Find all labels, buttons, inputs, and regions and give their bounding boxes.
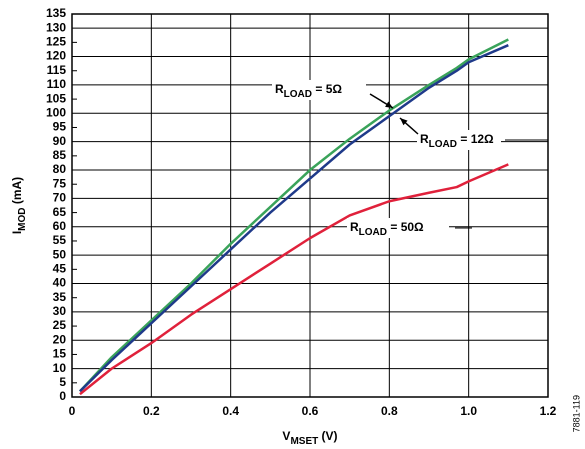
y-tick-label: 105 xyxy=(46,91,66,105)
y-tick-label: 25 xyxy=(53,318,67,332)
y-tick-label: 55 xyxy=(53,233,67,247)
y-tick-label: 20 xyxy=(53,332,67,346)
y-tick-label: 115 xyxy=(47,63,67,77)
annotation-sub: LOAD xyxy=(284,89,312,100)
y-tick-label: 5 xyxy=(59,375,66,389)
arrow-head xyxy=(400,118,408,126)
y-tick-label: 35 xyxy=(53,290,67,304)
annotation: RLOAD = 50Ω xyxy=(350,220,424,237)
y-axis-label-rest: (mA) xyxy=(10,177,24,208)
y-tick-label: 120 xyxy=(46,49,66,63)
y-tick-label: 30 xyxy=(53,304,67,318)
y-tick-label: 100 xyxy=(46,105,66,119)
annotation-main: R xyxy=(420,132,429,146)
annotation-sub: LOAD xyxy=(359,227,387,238)
y-tick-label: 95 xyxy=(53,120,67,134)
y-axis-label: IMOD (mA) xyxy=(10,177,27,234)
annotation: RLOAD = 5Ω xyxy=(275,82,342,99)
plot-frame xyxy=(71,13,549,398)
y-tick-label: 40 xyxy=(53,276,67,290)
annotation-main: R xyxy=(350,220,359,234)
y-tick-label: 60 xyxy=(53,219,67,233)
y-tick-label: 125 xyxy=(46,35,66,49)
x-axis-label-rest: (V) xyxy=(318,429,337,443)
y-tick-label: 15 xyxy=(53,347,67,361)
y-tick-label: 85 xyxy=(53,148,67,162)
x-tick-label: 0.2 xyxy=(143,404,160,418)
y-tick-label: 80 xyxy=(53,162,67,176)
y-tick-label: 45 xyxy=(53,262,67,276)
y-tick-label: 10 xyxy=(53,361,67,375)
annotation-rest: = 50Ω xyxy=(387,220,424,234)
x-tick-label: 0.6 xyxy=(302,404,319,418)
annotation-bg xyxy=(417,130,501,150)
annotation-main: R xyxy=(275,82,284,96)
x-axis-label-sub: MSET xyxy=(290,436,318,444)
y-axis-label-main: I xyxy=(10,231,24,234)
arrow-head xyxy=(385,101,393,108)
x-tick-label: 0 xyxy=(69,404,76,418)
y-tick-label: 70 xyxy=(53,191,67,205)
y-tick-label: 90 xyxy=(53,134,67,148)
x-axis-label-main: V xyxy=(282,429,290,443)
annotation-sub: LOAD xyxy=(429,139,457,150)
x-tick-label: 0.8 xyxy=(381,404,398,418)
y-tick-label: 135 xyxy=(46,6,66,20)
annotation-rest: = 12Ω xyxy=(457,132,494,146)
y-tick-label: 130 xyxy=(46,20,66,34)
annotation: RLOAD = 12Ω xyxy=(420,132,494,149)
figure-id: 7881-119 xyxy=(571,395,581,432)
y-tick-label: 65 xyxy=(53,205,67,219)
x-tick-label: 0.4 xyxy=(222,404,239,418)
y-tick-label: 75 xyxy=(53,176,67,190)
series-line xyxy=(79,163,509,396)
series-line xyxy=(79,44,509,393)
y-axis-label-sub: MOD xyxy=(17,207,28,230)
series-line xyxy=(79,38,509,393)
annotation-bg xyxy=(272,80,366,100)
y-tick-label: 0 xyxy=(59,389,66,403)
x-tick-label: 1.0 xyxy=(460,404,477,418)
annotation-bg xyxy=(347,218,449,238)
x-tick-label: 1.2 xyxy=(540,404,557,418)
y-tick-label: 50 xyxy=(53,247,67,261)
annotation-rest: = 5Ω xyxy=(312,82,342,96)
y-tick-label: 110 xyxy=(47,77,67,91)
x-axis-label: VMSET (V) xyxy=(282,429,337,444)
